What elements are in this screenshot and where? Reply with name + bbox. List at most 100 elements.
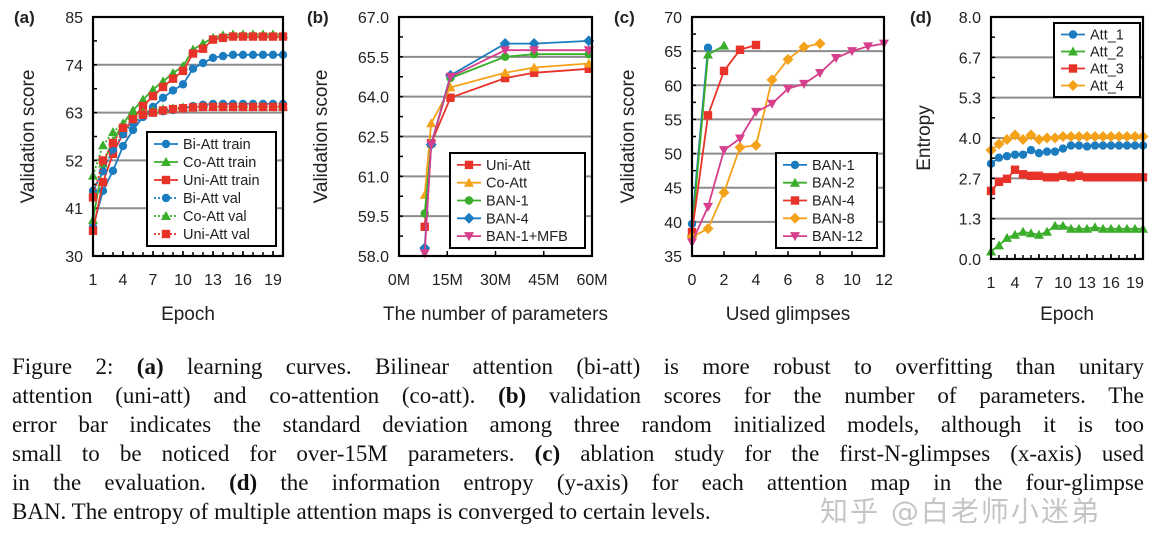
legend-entry: Uni-Att val	[154, 227, 250, 243]
legend-entry: BAN-8	[783, 211, 855, 227]
data-point	[446, 93, 455, 102]
data-point	[703, 49, 713, 59]
data-point	[1002, 151, 1012, 161]
data-point	[529, 62, 540, 72]
data-point	[168, 104, 178, 114]
data-point	[1122, 223, 1132, 233]
x-tick-label: 0	[688, 272, 697, 289]
data-point	[138, 94, 148, 104]
data-point	[98, 140, 108, 150]
data-point	[258, 50, 268, 60]
caption-panel-ref: (d)	[229, 470, 258, 495]
data-point	[198, 44, 208, 53]
data-point	[228, 32, 238, 41]
data-point	[1042, 173, 1052, 182]
data-point	[268, 50, 278, 60]
data-point	[1121, 130, 1133, 142]
legend-label: Uni-Att train	[183, 173, 260, 189]
data-point	[1114, 223, 1124, 233]
legend-marker	[463, 212, 475, 224]
y-tick-label: 58.0	[358, 249, 389, 266]
caption-line: small to be noticed for over-15M paramet…	[12, 439, 1144, 468]
legend-label: BAN-4	[812, 194, 855, 210]
data-point	[108, 149, 118, 159]
data-point	[1074, 171, 1084, 181]
y-tick-label: 63	[65, 106, 83, 123]
caption-panel-ref: (c)	[534, 441, 561, 466]
x-tick-label: 0M	[388, 272, 410, 289]
legend-label: Att_2	[1090, 45, 1124, 61]
data-point	[1090, 222, 1100, 232]
caption-text: in the evaluation.	[12, 470, 230, 495]
y-tick-label: 5.3	[959, 91, 981, 108]
x-tick-label: 2	[720, 272, 729, 289]
data-point	[1065, 130, 1077, 142]
data-point	[248, 32, 258, 41]
legend-label: BAN-12	[812, 229, 863, 245]
legend-label: Att_1	[1090, 28, 1124, 44]
legend-marker	[1067, 80, 1079, 91]
legend-label: BAN-1	[812, 158, 855, 174]
y-tick-label: 85	[65, 10, 83, 27]
data-point	[1042, 226, 1052, 236]
data-point	[718, 186, 730, 198]
x-tick-label: 1	[89, 272, 98, 289]
data-point	[248, 50, 258, 60]
data-point	[1018, 226, 1028, 236]
data-point	[831, 53, 841, 63]
data-point	[98, 156, 108, 165]
data-point	[814, 38, 826, 50]
chart-panel-b: 58.0 59.5 61.0 62.5 64.0 65.5 67.0 0M 15M 30M 45M 6…	[307, 8, 608, 325]
data-point	[751, 107, 761, 117]
x-tick-label: 15M	[432, 272, 463, 289]
series-ban-4	[687, 40, 761, 237]
y-tick-label: 8.0	[959, 10, 981, 27]
caption-line: attention (uni-att) and co-attention (co…	[12, 381, 1144, 410]
y-tick-label: 62.5	[358, 130, 389, 147]
legend-label: Att_4	[1090, 79, 1124, 95]
x-tick-label: 8	[816, 272, 825, 289]
legend-label: Att_3	[1090, 62, 1124, 78]
legend-label: Co-Att	[486, 176, 527, 192]
data-point	[719, 146, 729, 156]
legend-label: BAN-2	[812, 176, 855, 192]
data-point	[1033, 134, 1045, 146]
data-point	[158, 93, 168, 103]
legend-entry: Att_1	[1061, 28, 1124, 44]
y-tick-label: 6.7	[959, 50, 981, 67]
data-point	[188, 49, 198, 58]
caption-text: ablation study for the first-N-glimpses …	[560, 441, 1144, 466]
data-point	[118, 123, 128, 133]
data-point	[847, 47, 857, 57]
data-point	[1097, 130, 1109, 142]
data-point	[1050, 220, 1060, 230]
data-point	[703, 43, 713, 52]
y-tick-label: 64.0	[358, 90, 389, 107]
y-tick-label: 35	[664, 249, 682, 266]
data-point	[198, 102, 208, 112]
data-point	[1113, 130, 1125, 142]
data-point	[500, 73, 510, 83]
data-point	[1130, 223, 1140, 233]
data-point	[1066, 173, 1076, 182]
data-point	[188, 103, 198, 112]
data-point	[1050, 173, 1060, 182]
legend-marker	[464, 196, 474, 205]
data-point	[703, 111, 713, 120]
data-point	[168, 86, 178, 95]
y-tick-label: 65	[664, 44, 682, 61]
legend-marker	[161, 157, 171, 166]
legend-entry: Uni-Att	[457, 158, 530, 174]
data-point	[500, 52, 510, 62]
data-point	[1049, 132, 1061, 144]
caption-line: in the evaluation. (d) the information e…	[12, 468, 1144, 497]
y-tick-label: 52	[65, 153, 83, 170]
data-point	[208, 35, 218, 44]
data-point	[1090, 173, 1100, 182]
data-point	[1122, 173, 1132, 182]
x-tick-label: 1	[987, 275, 996, 292]
chart-panel-a: 30 41 52 63 74 85 1 4 7 10 13 16 19 (a) Epoch Validatio…	[14, 8, 288, 325]
data-point	[1122, 141, 1132, 150]
data-point	[1041, 132, 1053, 144]
